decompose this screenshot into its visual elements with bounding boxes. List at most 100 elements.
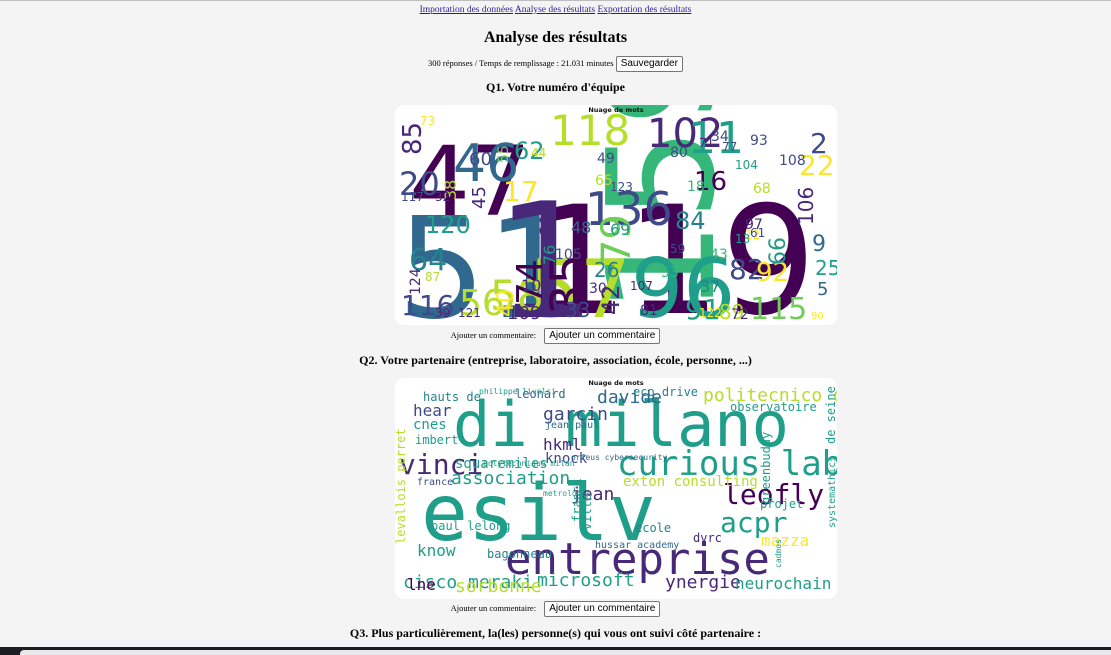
cloud-q2-word-imbert: imbert [415,433,458,447]
cloud-q1-word-5: 5 [817,279,828,300]
cloud-q1-word-22: 22 [799,149,835,182]
cloud-q1-word-90: 90 [811,311,824,322]
cloud-q1-word-47: 47 [409,126,531,238]
cloud-q1-word-106: 106 [794,187,818,225]
cloud-q1-word-60: 60 [469,149,492,170]
cloud-q2-word-metrologie: metrologie [543,489,591,498]
cloud-q1-word-68: 68 [753,181,771,197]
cloud-q1-word-96: 96 [631,242,735,325]
cloud-q2-word-philippe-livolsi: philippe livolsi [479,387,556,396]
nav-link-import[interactable]: Importation des données [419,5,514,15]
cloud-q1-word-105: 105 [555,247,582,263]
cloud-q2-word-eco-drive: eco drive [633,385,698,399]
cloud-q1-word-51: 51 [397,188,575,325]
cloud-q1-word-66: 66 [766,237,791,265]
cloud-q2-word-hauts-de: hauts de [423,390,481,404]
add-comment-button-q1[interactable]: Ajouter un commentaire [544,328,661,344]
cloud-q2-word-jean: jean [571,484,614,505]
word-cloud-q1-title: Nuage de mots [588,106,644,114]
cloud-q2-word-greenbuddy: greenbuddy [759,432,773,504]
cloud-q1-word-123: 123 [610,180,633,194]
comment-row-q2: Ajouter un commentaire: Ajouter un comme… [0,601,1111,617]
comment-label-q2: Ajouter un commentaire: [450,602,537,613]
cloud-q1-word-53: 53 [661,265,679,281]
cloud-q1-word-81: 81 [640,303,658,319]
cloud-q2-word-curious-lab: curious lab [617,444,837,484]
question-title-q2: Q2. Votre partenaire (entreprise, labora… [359,353,752,367]
cloud-q1-word-59: 59 [670,242,685,256]
cloud-q1-word-16: 16 [694,167,727,197]
cloud-q2-word-projet: projet [760,497,803,511]
nav-link-analysis[interactable]: Analyse des résultats [514,5,596,15]
cloud-q1-word-61: 61 [750,226,765,240]
cloud-q2-word-association: association [451,468,570,489]
cloud-q1-word-57: 57 [529,243,631,325]
cloud-q2-word-knock: knock [545,451,588,467]
results-summary: 300 réponses / Temps de remplissage : 21… [0,55,1111,73]
cloud-q2-word-observatoire: observatoire [730,400,817,414]
cloud-q2-word-bagonneau: bagonneau [487,547,552,561]
cloud-q1-word-40: 40 [494,289,519,317]
cloud-q1-word-117: 117 [401,190,424,204]
cloud-q1-word-109: 109 [507,303,541,324]
cloud-q1-word-159: 159 [576,105,748,315]
cloud-q1-word-121: 121 [458,306,481,320]
cloud-q2-word-sorbonne: sorbonne [455,576,542,597]
cloud-q1-word-25: 25 [815,256,837,280]
cloud-q1-word-46: 46 [453,134,519,194]
cloud-q1-word-102: 102 [647,111,723,157]
cloud-q1-word-48: 48 [571,218,591,237]
cloud-q1-word-71: 71 [699,136,714,150]
cloud-q1-word-124: 124 [408,268,424,295]
save-button[interactable]: Sauvegarder [615,56,683,73]
cloud-q2-word-paul-lelong: paul lelong [431,519,510,533]
cloud-q1-word-39: 39 [435,306,450,320]
comment-label-q1: Ajouter un commentaire: [450,329,537,340]
add-comment-button-q2[interactable]: Ajouter un commentaire [544,601,661,617]
cloud-q1-word-13: 13 [735,232,750,246]
cloud-q1-word-37: 37 [700,277,720,296]
cloud-q2-word-esilv: esilv [421,469,656,559]
cloud-q1-word-26: 26 [594,258,619,282]
cloud-q2-word-cisco-meraki: cisco meraki [403,572,533,593]
cloud-q1-word-89: 89 [719,300,744,324]
cloud-q1-word-79: 79 [594,214,640,265]
comment-row-q1: Ajouter un commentaire: Ajouter un comme… [0,328,1111,344]
cloud-q1-word-49: 49 [597,151,615,167]
cloud-q2-word-ville: ville [580,494,594,530]
cloud-q1-word-73: 73 [420,114,435,128]
page-title: Analyse des résultats [483,29,628,46]
cloud-q1-word-62: 62 [514,137,545,165]
cloud-q1-word-20: 20 [399,165,440,203]
cloud-q2-word-jean-paul: jean paul [545,420,599,431]
cloud-q2-word-entreprise: entreprise [505,534,770,585]
cloud-q1-word-104: 104 [735,158,758,172]
cloud-q1-word-64: 64 [409,243,447,278]
cloud-q1-word-119: 119 [530,175,816,325]
cloud-q2-word-levallois-perret: levallois perret [395,428,408,544]
cloud-q2-word-hear: hear [413,401,452,420]
top-nav: Importation des données Analyse des résu… [0,5,1111,15]
cloud-q2-word-cadmos: cadmos [774,539,783,568]
cloud-q2-word-hussar-academy: hussar academy [595,540,679,551]
cloud-q1-word-122: 122 [699,306,722,320]
nav-link-export[interactable]: Exportation des résultats [597,5,692,15]
cloud-q2-word-squaremiles: squaremiles [455,456,548,472]
question-title-q1: Q1. Votre numéro d'équipe [486,80,625,94]
cloud-q1-word-1: 1 [495,168,597,325]
question-title-q3: Q3. Plus particulièrement, la(les) perso… [349,626,762,640]
cloud-q1-word-136: 136 [585,182,673,236]
cloud-q2-word-ecole: ecole [635,521,671,535]
taskbar [0,647,1111,655]
cloud-q2-word-ynergie: ynergie [665,572,741,593]
word-cloud-q2: di milano esilv entreprise curious lab vinci… [395,378,837,599]
cloud-q2-word-neurochain: neurochain [735,574,831,593]
cloud-q1-word-82: 82 [729,253,765,286]
cloud-q1-word-17: 17 [503,175,539,208]
cloud-q1-word-35: 35 [541,254,597,315]
cloud-q1-word-107: 107 [630,279,653,293]
cloud-q1-word-93: 93 [750,133,768,149]
cloud-q1-word-76: 76 [540,245,559,265]
